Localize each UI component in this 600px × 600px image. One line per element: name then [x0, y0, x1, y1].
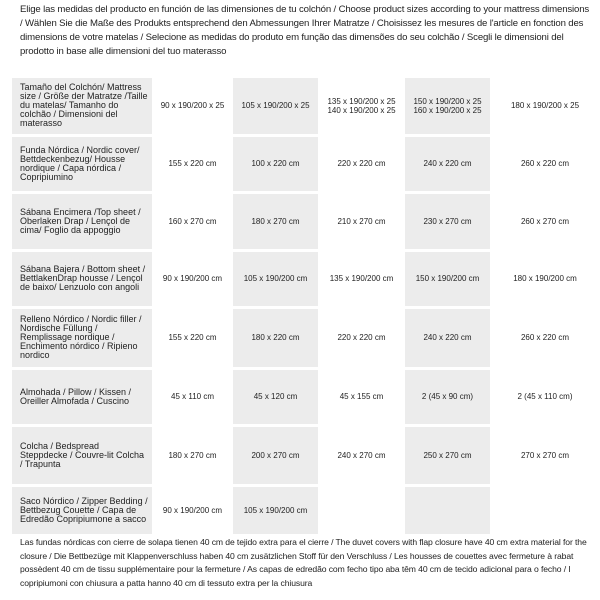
table-cell: 105 x 190/200 cm: [233, 485, 318, 537]
table-cell: 105 x 190/200 x 25: [233, 78, 318, 137]
table-row: Sábana Encimera /Top sheet / Oberlaken D…: [12, 192, 600, 252]
cell-value: 150 x 190/200 x 25: [413, 96, 482, 106]
table-cell: 150 x 190/200 cm: [405, 250, 490, 309]
table-cell: 200 x 270 cm: [233, 425, 318, 487]
table-row: Relleno Nórdico / Nordic filler / Nordis…: [12, 307, 600, 370]
cell-value: 140 x 190/200 x 25: [327, 105, 396, 115]
table-cell: 270 x 270 cm: [490, 425, 600, 487]
table-cell: 155 x 220 cm: [152, 135, 233, 194]
cell-value: 155 x 220 cm: [168, 333, 217, 342]
table-row: Sábana Bajera / Bottom sheet / Bettlaken…: [12, 250, 600, 309]
table-cell: 230 x 270 cm: [405, 192, 490, 252]
cell-value: 135 x 190/200 cm: [329, 274, 394, 283]
table-cell: 220 x 220 cm: [318, 307, 405, 370]
table-cell: 180 x 270 cm: [152, 425, 233, 487]
cell-value: 90 x 190/200 x 25: [160, 101, 225, 111]
cell-value: 160 x 190/200 x 25: [413, 105, 482, 115]
table-cell: 180 x 220 cm: [233, 307, 318, 370]
cell-value: 180 x 190/200 cm: [513, 274, 577, 283]
table-row: Almohada / Pillow / Kissen / Oreiller Al…: [12, 368, 600, 427]
header-text: Elige las medidas del producto en funció…: [20, 4, 590, 57]
table-cell: 180 x 270 cm: [233, 192, 318, 252]
cell-value: 210 x 270 cm: [337, 216, 386, 226]
table-cell: 260 x 220 cm: [490, 135, 600, 194]
table-cell: 240 x 220 cm: [405, 135, 490, 194]
row-label: Almohada / Pillow / Kissen / Oreiller Al…: [12, 368, 152, 427]
cell-value: 200 x 270 cm: [251, 450, 300, 460]
table-cell: 135 x 190/200 cm: [318, 250, 405, 309]
cell-value: 240 x 220 cm: [423, 159, 472, 168]
cell-value: 180 x 220 cm: [251, 333, 300, 342]
cell-value: 260 x 220 cm: [520, 333, 570, 342]
table-cell: 220 x 220 cm: [318, 135, 405, 194]
table-row: Funda Nórdica / Nordic cover/ Bettdecken…: [12, 135, 600, 194]
table-cell: 100 x 220 cm: [233, 135, 318, 194]
table-cell: 2 (45 x 110 cm): [490, 368, 600, 427]
table-cell: 210 x 270 cm: [318, 192, 405, 252]
row-label: Colcha / Bedspread Steppdecke / Couvre-l…: [12, 425, 152, 487]
table-cell: 250 x 270 cm: [405, 425, 490, 487]
table-cell: 90 x 190/200 cm: [152, 485, 233, 537]
cell-value: 150 x 190/200 cm: [415, 274, 480, 283]
table-cell: 240 x 270 cm: [318, 425, 405, 487]
cell-value: 45 x 110 cm: [171, 392, 214, 401]
cell-value: 270 x 270 cm: [520, 450, 570, 460]
cell-value: 135 x 190/200 x 25: [327, 96, 396, 106]
cell-value: 220 x 220 cm: [337, 159, 386, 168]
cell-value: 160 x 270 cm: [168, 216, 217, 226]
table-cell: 155 x 220 cm: [152, 307, 233, 370]
table-cell: 160 x 270 cm: [152, 192, 233, 252]
cell-value: 180 x 270 cm: [251, 216, 300, 226]
table-cell: 90 x 190/200 x 25: [152, 78, 233, 137]
cell-value: 220 x 220 cm: [337, 333, 386, 342]
cell-value: 45 x 155 cm: [339, 392, 384, 401]
size-table: Tamaño del Colchón/ Mattress size / Größ…: [12, 78, 600, 537]
table-cell: 105 x 190/200 cm: [233, 250, 318, 309]
cell-value: 100 x 220 cm: [251, 159, 300, 168]
table-cell: 150 x 190/200 x 25 160 x 190/200 x 25: [405, 78, 490, 137]
cell-value: 180 x 190/200 x 25: [510, 101, 580, 111]
cell-value: 105 x 190/200 cm: [243, 505, 308, 515]
table-cell: [405, 485, 490, 537]
cell-value: 240 x 270 cm: [337, 450, 386, 460]
cell-value: 2 (45 x 110 cm): [517, 392, 573, 401]
cell-value: 180 x 270 cm: [168, 450, 217, 460]
table-cell: 180 x 190/200 cm: [490, 250, 600, 309]
table-cell: 260 x 220 cm: [490, 307, 600, 370]
cell-value: 90 x 190/200 cm: [162, 274, 223, 283]
cell-value: 260 x 270 cm: [520, 216, 570, 226]
cell-value: 155 x 220 cm: [168, 159, 217, 168]
row-label: Sábana Encimera /Top sheet / Oberlaken D…: [12, 192, 152, 252]
table-cell: 2 (45 x 90 cm): [405, 368, 490, 427]
table-cell: 180 x 190/200 x 25: [490, 78, 600, 137]
table-cell: 135 x 190/200 x 25 140 x 190/200 x 25: [318, 78, 405, 137]
table-cell: 45 x 110 cm: [152, 368, 233, 427]
row-label: Sábana Bajera / Bottom sheet / Bettlaken…: [12, 250, 152, 309]
table-cell: 90 x 190/200 cm: [152, 250, 233, 309]
row-label: Relleno Nórdico / Nordic filler / Nordis…: [12, 307, 152, 370]
cell-value: 105 x 190/200 x 25: [241, 101, 310, 111]
cell-value: 230 x 270 cm: [423, 216, 472, 226]
cell-value: 45 x 120 cm: [253, 392, 298, 401]
table-row: Saco Nórdico / Zipper Bedding / Bettbezu…: [12, 485, 600, 537]
row-label: Tamaño del Colchón/ Mattress size / Größ…: [12, 78, 152, 137]
table-cell: 240 x 220 cm: [405, 307, 490, 370]
cell-value: 240 x 220 cm: [423, 333, 472, 342]
table-row: Tamaño del Colchón/ Mattress size / Größ…: [12, 78, 600, 137]
row-label: Funda Nórdica / Nordic cover/ Bettdecken…: [12, 135, 152, 194]
table-cell: [490, 485, 600, 537]
table-cell: [318, 485, 405, 537]
cell-value: 2 (45 x 90 cm): [421, 392, 474, 401]
row-label: Saco Nórdico / Zipper Bedding / Bettbezu…: [12, 485, 152, 537]
footer-text: Las fundas nórdicas con cierre de solapa…: [20, 537, 587, 588]
table-cell: 260 x 270 cm: [490, 192, 600, 252]
cell-value: 260 x 220 cm: [520, 159, 570, 168]
cell-value: 105 x 190/200 cm: [243, 274, 308, 283]
table-row: Colcha / Bedspread Steppdecke / Couvre-l…: [12, 425, 600, 487]
cell-value: 90 x 190/200 cm: [162, 505, 223, 515]
table-cell: 45 x 120 cm: [233, 368, 318, 427]
table-cell: 45 x 155 cm: [318, 368, 405, 427]
cell-value: 250 x 270 cm: [423, 450, 472, 460]
